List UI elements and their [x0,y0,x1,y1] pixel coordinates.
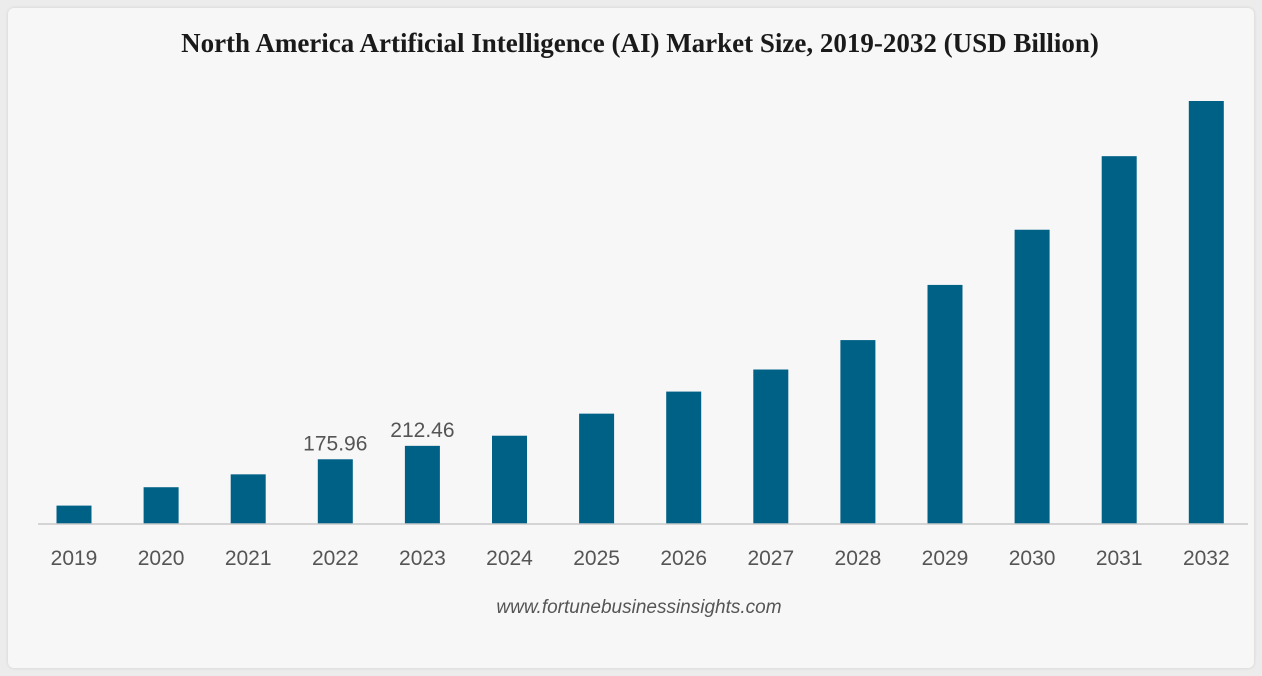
x-tick-label-2023: 2023 [399,547,446,570]
bar-2025 [579,413,615,524]
x-tick-label-2025: 2025 [573,547,620,570]
bar-chart: North America Artificial Intelligence (A… [38,28,1248,618]
data-labels: 175.96 212.46 [303,419,454,455]
x-tick-label-2020: 2020 [138,547,185,570]
bar-2028 [840,340,876,524]
bar-2020 [143,487,179,524]
chart-card: North America Artificial Intelligence (A… [8,8,1254,668]
x-tick-label-2026: 2026 [660,547,707,570]
bar-2026 [666,391,702,524]
x-tick-label-2032: 2032 [1183,547,1230,570]
x-tick-label-2027: 2027 [747,547,794,570]
bar-2021 [230,474,266,524]
bar-2027 [753,369,789,524]
x-tick-label-2022: 2022 [312,547,359,570]
chart-title: North America Artificial Intelligence (A… [181,28,1099,58]
data-label-2022: 175.96 [303,432,367,455]
bars-group [56,101,1224,524]
x-tick-label-2031: 2031 [1096,547,1143,570]
bar-2019 [56,505,92,524]
bar-2030 [1014,229,1050,524]
source-text: www.fortunebusinessinsights.com [496,597,781,618]
data-label-2023: 212.46 [390,419,454,442]
x-tick-label-2021: 2021 [225,547,272,570]
bar-2022 [317,459,353,524]
x-tick-label-2019: 2019 [51,547,98,570]
x-tick-labels: 2019 2020 2021 2022 2023 2024 2025 2026 2027 2028… [51,547,1230,570]
bar-2023 [404,445,440,524]
x-tick-label-2028: 2028 [835,547,882,570]
bar-2032 [1188,101,1224,524]
bar-2029 [927,284,963,524]
x-tick-label-2024: 2024 [486,547,533,570]
bar-2024 [492,435,527,524]
bar-2031 [1101,156,1137,524]
x-tick-label-2030: 2030 [1009,547,1056,570]
x-tick-label-2029: 2029 [922,547,969,570]
